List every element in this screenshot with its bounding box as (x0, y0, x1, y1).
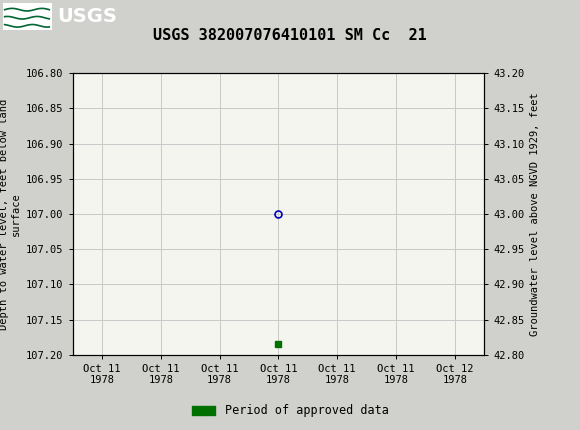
Text: USGS 382007076410101 SM Cc  21: USGS 382007076410101 SM Cc 21 (153, 28, 427, 43)
Y-axis label: Depth to water level, feet below land
surface: Depth to water level, feet below land su… (0, 98, 20, 329)
Text: USGS: USGS (57, 6, 117, 26)
Y-axis label: Groundwater level above NGVD 1929, feet: Groundwater level above NGVD 1929, feet (530, 92, 540, 336)
Bar (3, 3, 52, 30)
Legend: Period of approved data: Period of approved data (187, 399, 393, 422)
